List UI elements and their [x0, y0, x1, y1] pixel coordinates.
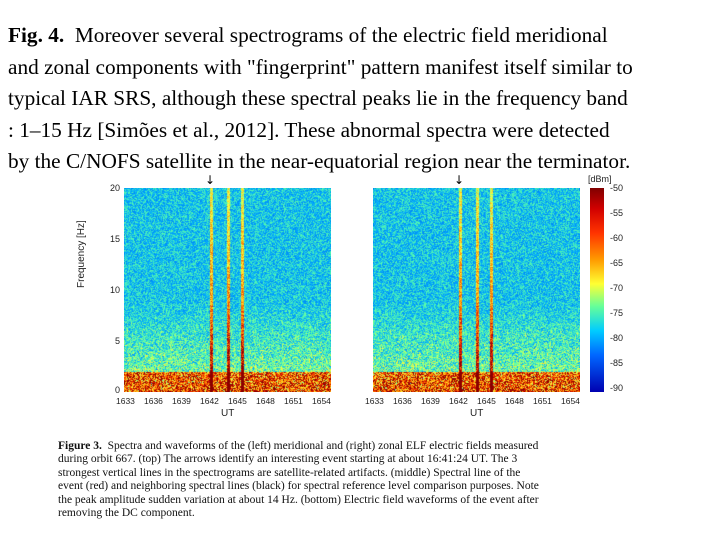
colorbar-tick: -60	[610, 233, 624, 243]
x-axis-label-left: UT	[221, 408, 235, 419]
x-tick-right: 1651	[533, 396, 552, 406]
x-tick-right: 1654	[561, 396, 580, 406]
colorbar-tick: -90	[610, 383, 624, 393]
slide-line-1-text: Moreover several spectrograms of the ele…	[74, 23, 608, 47]
x-tick-right: 1636	[393, 396, 412, 406]
colorbar-tick: -80	[610, 333, 624, 343]
caption-line-2: during orbit 667. (top) The arrows ident…	[58, 453, 518, 466]
colorbar-tick: -50	[610, 183, 624, 193]
caption-label: Figure 3.	[58, 440, 102, 452]
caption-line-1: Figure 3. Spectra and waveforms of the (…	[58, 440, 662, 453]
slide-line-1: Fig. 4. Moreover several spectrograms of…	[8, 20, 714, 52]
x-tick-right: 1639	[421, 396, 440, 406]
x-tick-left: 1645	[228, 396, 247, 406]
y-tick-label: 20	[109, 183, 120, 193]
caption-line-4: event (red) and neighboring spectral lin…	[58, 480, 539, 493]
spectrogram-left-meridional	[124, 188, 331, 392]
event-arrow-right: ↓	[454, 173, 465, 187]
x-tick-left: 1651	[284, 396, 303, 406]
x-tick-left: 1654	[312, 396, 331, 406]
slide-line-3: typical IAR SRS, although these spectral…	[8, 86, 628, 111]
figure-caption: Figure 3. Spectra and waveforms of the (…	[58, 440, 662, 520]
slide-line-4: : 1–15 Hz [Simões et al., 2012]. These a…	[8, 117, 610, 142]
slide-line-5: by the C/NOFS satellite in the near-equa…	[8, 149, 631, 174]
x-tick-left: 1639	[172, 396, 191, 406]
colorbar-tick: -75	[610, 308, 624, 318]
x-axis-label-right: UT	[470, 408, 484, 419]
colorbar-tick: -70	[610, 283, 624, 293]
x-tick-right: 1633	[365, 396, 384, 406]
colorbar-tick: -85	[610, 358, 624, 368]
colorbar-unit: [dBm]	[588, 174, 612, 184]
x-tick-left: 1642	[200, 396, 219, 406]
x-tick-left: 1636	[144, 396, 163, 406]
spectrogram-figure: Frequency [Hz] 20 15 10 5 0 ↓ ↓ 1633 163…	[76, 170, 638, 420]
caption-line-6: removing the DC component.	[58, 507, 195, 520]
y-axis-label: Frequency [Hz]	[76, 220, 87, 288]
x-tick-right: 1645	[477, 396, 496, 406]
event-arrow-left: ↓	[205, 173, 216, 187]
y-tick-label: 5	[114, 336, 120, 346]
y-tick-label: 0	[114, 385, 120, 395]
colorbar-tick: -55	[610, 208, 624, 218]
x-tick-left: 1648	[256, 396, 275, 406]
caption-line-5: the peak amplitude sudden variation at a…	[58, 493, 539, 506]
x-tick-left: 1633	[116, 396, 135, 406]
y-tick-label: 15	[109, 234, 120, 244]
x-tick-right: 1642	[449, 396, 468, 406]
x-tick-right: 1648	[505, 396, 524, 406]
slide-line-2: and zonal components with "fingerprint" …	[8, 54, 633, 79]
caption-line-3: strongest vertical lines in the spectrog…	[58, 466, 521, 479]
colorbar-tick: -65	[610, 258, 624, 268]
colorbar	[590, 188, 604, 392]
slide-body-text: Fig. 4. Moreover several spectrograms of…	[8, 20, 714, 178]
caption-line-1-text: Spectra and waveforms of the (left) meri…	[107, 440, 539, 452]
spectrogram-right-zonal	[373, 188, 580, 392]
fig-label: Fig. 4.	[8, 23, 65, 47]
y-tick-label: 10	[109, 285, 120, 295]
